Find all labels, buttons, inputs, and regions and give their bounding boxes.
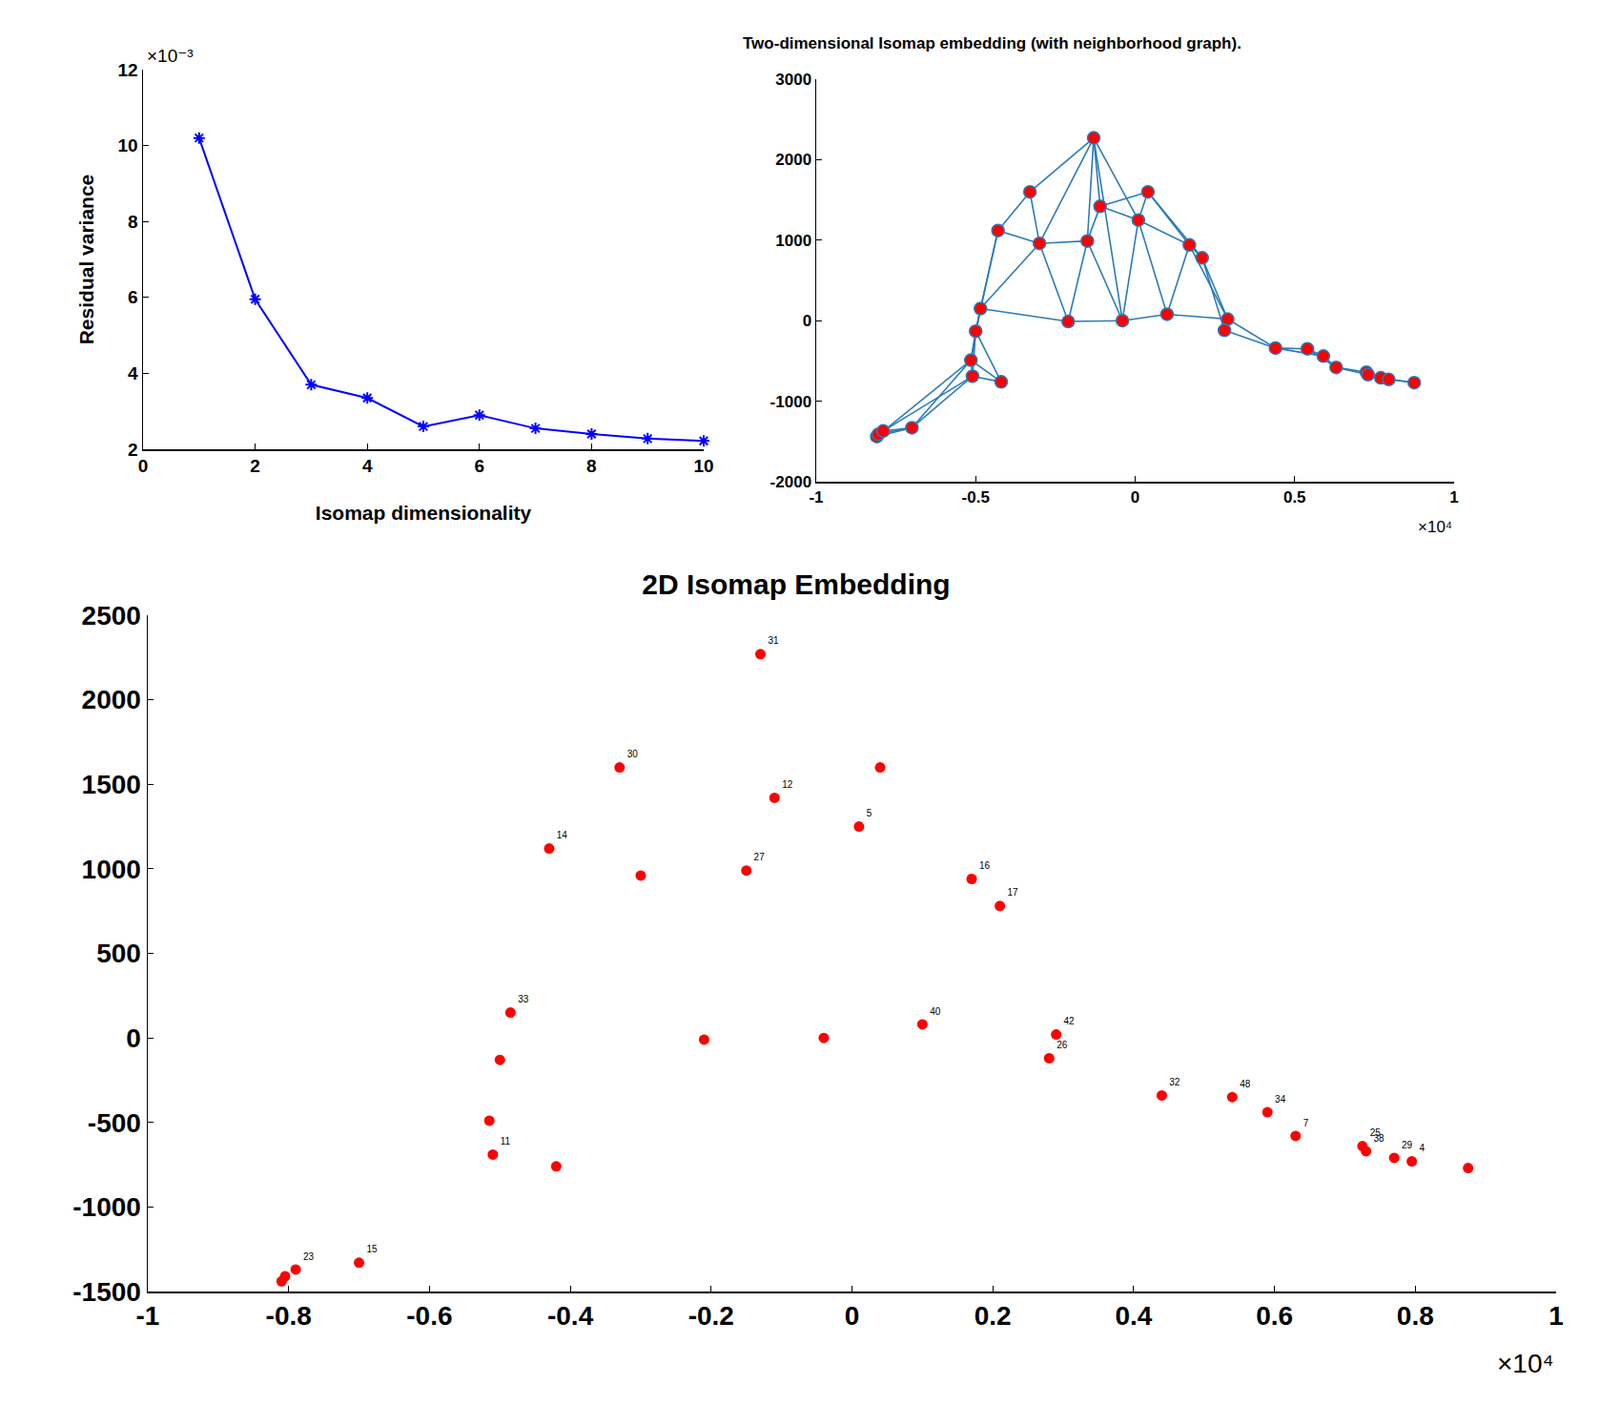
svg-text:34: 34 — [1274, 1093, 1287, 1105]
svg-text:1500: 1500 — [82, 769, 142, 800]
svg-text:-500: -500 — [87, 1107, 142, 1138]
svg-text:-0.4: -0.4 — [547, 1300, 595, 1331]
svg-text:8: 8 — [586, 455, 597, 476]
svg-text:0.5: 0.5 — [1283, 488, 1307, 507]
svg-text:4: 4 — [127, 363, 139, 384]
svg-text:10: 10 — [118, 135, 139, 156]
svg-text:×10⁻³: ×10⁻³ — [146, 45, 194, 66]
svg-text:16: 16 — [979, 860, 991, 871]
svg-text:33: 33 — [517, 993, 530, 1005]
svg-text:11: 11 — [500, 1135, 512, 1147]
svg-text:42: 42 — [1064, 1015, 1076, 1026]
svg-text:7: 7 — [1303, 1117, 1310, 1129]
svg-text:0.2: 0.2 — [974, 1300, 1012, 1331]
svg-text:-1500: -1500 — [72, 1276, 142, 1307]
svg-text:2500: 2500 — [82, 600, 142, 631]
svg-text:0: 0 — [802, 311, 812, 330]
svg-text:1000: 1000 — [82, 854, 142, 884]
svg-text:1: 1 — [1548, 1300, 1564, 1331]
svg-text:12: 12 — [781, 779, 794, 790]
svg-text:2: 2 — [249, 455, 261, 476]
svg-text:-1000: -1000 — [72, 1191, 142, 1222]
svg-text:4: 4 — [362, 455, 373, 476]
svg-text:Isomap dimensionality: Isomap dimensionality — [315, 501, 533, 524]
svg-text:3000: 3000 — [775, 70, 812, 89]
svg-text:0.4: 0.4 — [1114, 1300, 1152, 1331]
svg-text:-0.6: -0.6 — [406, 1300, 452, 1331]
svg-text:32: 32 — [1169, 1076, 1181, 1088]
svg-text:6: 6 — [474, 455, 486, 476]
svg-text:23: 23 — [303, 1251, 315, 1262]
svg-text:0: 0 — [844, 1300, 861, 1331]
svg-text:-1: -1 — [136, 1300, 161, 1331]
svg-text:27: 27 — [754, 851, 766, 862]
svg-text:8: 8 — [127, 211, 139, 232]
svg-text:26: 26 — [1056, 1039, 1068, 1050]
svg-text:×10⁴: ×10⁴ — [1417, 517, 1453, 536]
svg-text:500: 500 — [96, 938, 142, 968]
svg-text:31: 31 — [767, 635, 780, 646]
svg-text:Residual variance: Residual variance — [75, 174, 98, 346]
svg-text:-1: -1 — [808, 488, 823, 507]
svg-text:-0.8: -0.8 — [266, 1300, 312, 1331]
svg-text:-2000: -2000 — [770, 472, 812, 492]
svg-text:6: 6 — [127, 287, 139, 308]
svg-text:0: 0 — [1130, 488, 1140, 507]
svg-text:0.8: 0.8 — [1396, 1300, 1435, 1331]
svg-text:1000: 1000 — [775, 231, 812, 250]
svg-text:×10⁴: ×10⁴ — [1497, 1348, 1555, 1378]
svg-text:-1000: -1000 — [770, 392, 812, 411]
svg-text:17: 17 — [1006, 886, 1019, 898]
svg-text:-0.5: -0.5 — [962, 488, 990, 507]
svg-text:2: 2 — [127, 439, 139, 460]
svg-text:12: 12 — [118, 60, 139, 81]
svg-text:0.6: 0.6 — [1255, 1300, 1293, 1331]
svg-text:0: 0 — [138, 455, 149, 476]
svg-text:14: 14 — [556, 829, 569, 841]
svg-text:2000: 2000 — [775, 150, 812, 169]
svg-text:48: 48 — [1239, 1078, 1252, 1089]
svg-text:29: 29 — [1401, 1139, 1414, 1150]
svg-text:40: 40 — [929, 1005, 942, 1017]
svg-text:4: 4 — [1418, 1142, 1425, 1153]
svg-text:1: 1 — [1449, 488, 1458, 507]
svg-text:Two-dimensional Isomap embeddi: Two-dimensional Isomap embedding (with n… — [742, 34, 1242, 53]
svg-text:2000: 2000 — [82, 684, 142, 715]
svg-text:0: 0 — [125, 1023, 142, 1053]
svg-text:-0.2: -0.2 — [688, 1300, 735, 1331]
svg-text:5: 5 — [866, 807, 873, 819]
svg-text:25: 25 — [1370, 1127, 1382, 1138]
svg-text:15: 15 — [366, 1243, 378, 1254]
svg-text:38: 38 — [1373, 1132, 1385, 1144]
svg-text:10: 10 — [693, 455, 714, 476]
svg-text:2D Isomap Embedding: 2D Isomap Embedding — [641, 568, 950, 600]
svg-text:30: 30 — [627, 748, 639, 759]
